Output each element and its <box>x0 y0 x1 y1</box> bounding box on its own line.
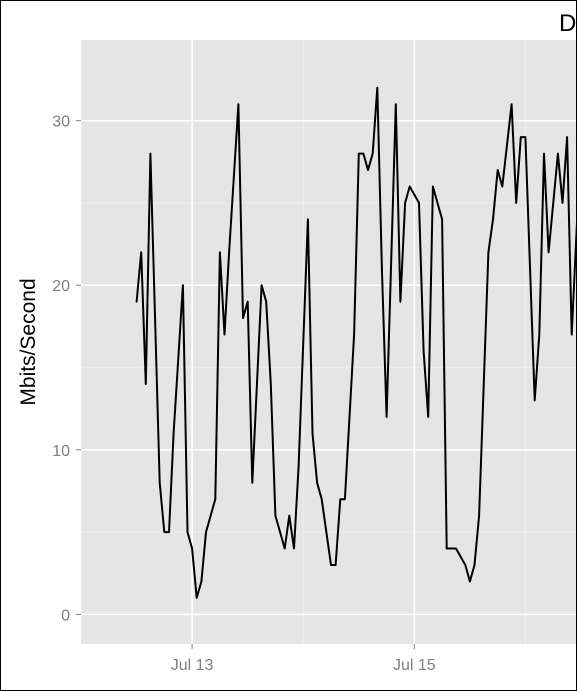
major-gridlines <box>81 40 576 644</box>
y-tick-label: 0 <box>61 607 70 624</box>
y-tick-label: 10 <box>52 443 70 460</box>
y-tick-label: 20 <box>52 278 70 295</box>
series-layer <box>135 86 576 599</box>
series-line <box>135 86 576 599</box>
x-tick-label: Jul 15 <box>393 657 436 674</box>
y-tick-label: 30 <box>52 114 70 131</box>
chart-title: D <box>559 10 576 37</box>
x-axis: Jul 13 Jul 15 <box>171 644 436 674</box>
x-tick-label: Jul 13 <box>171 657 214 674</box>
y-axis-title: Mbits/Second <box>17 278 40 405</box>
y-axis: 0 10 20 30 <box>52 114 81 624</box>
